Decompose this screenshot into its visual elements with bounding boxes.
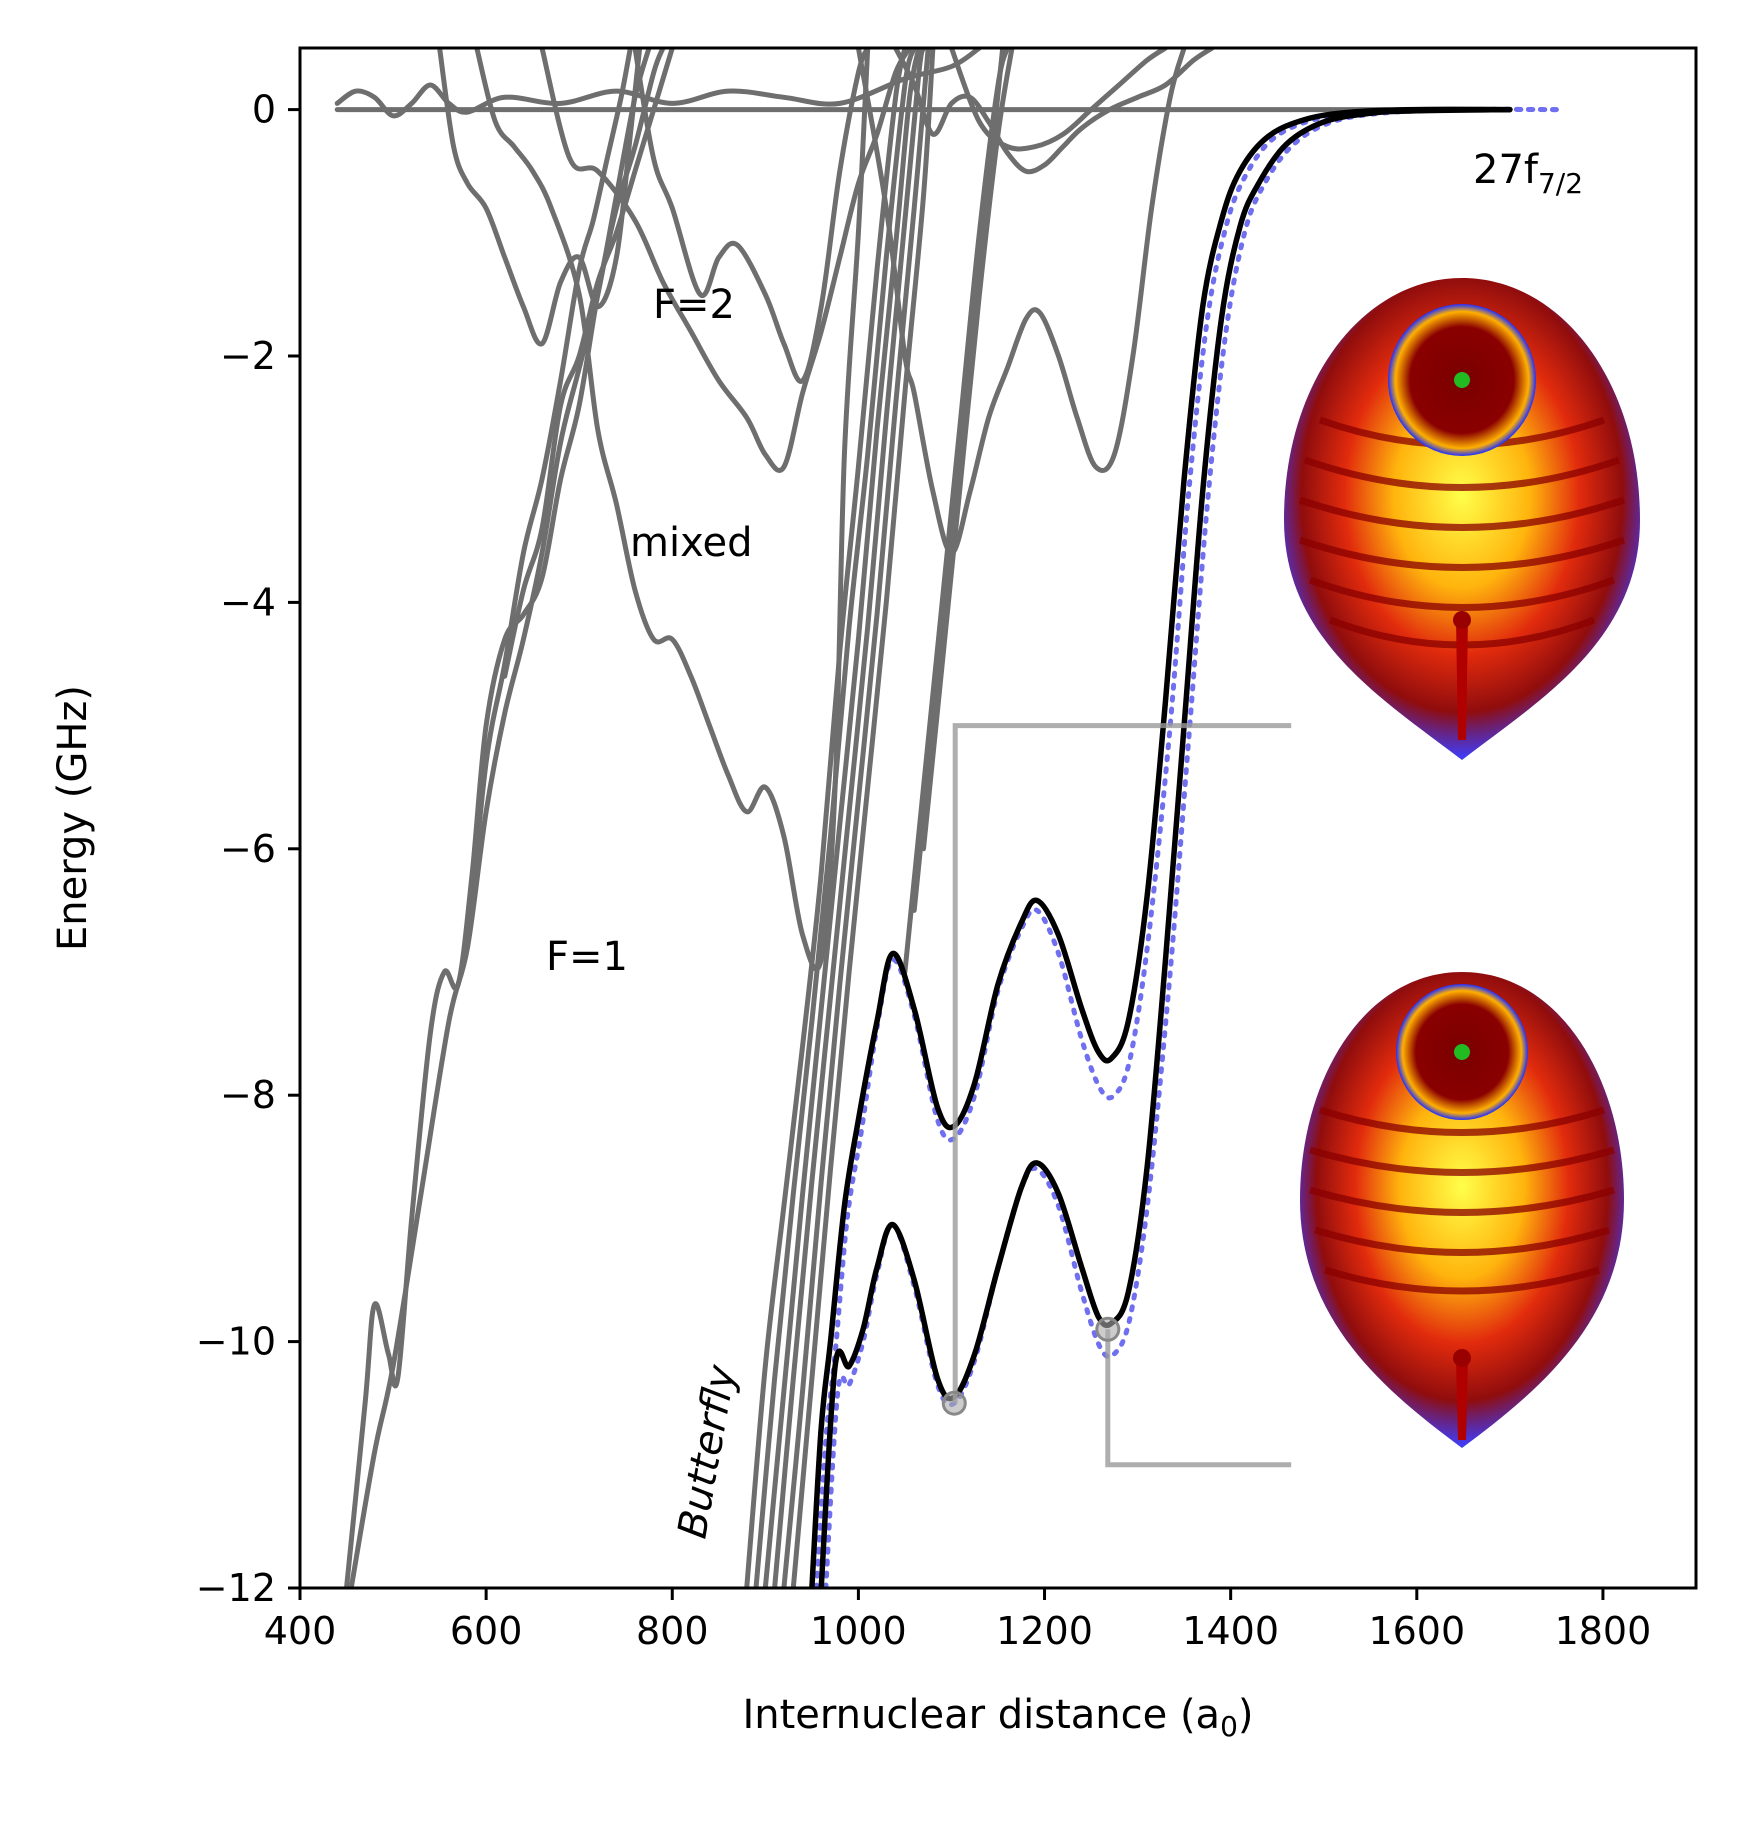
y-tick-label: −6 bbox=[220, 827, 276, 871]
plot-area bbox=[334, 48, 1559, 1588]
series-layer bbox=[334, 48, 1559, 1588]
gray-curve-22 bbox=[790, 48, 936, 1588]
gray-curve-24 bbox=[911, 48, 1006, 913]
x-axis: 400 600 800 1000 1200 1400 1600 1800 bbox=[264, 1588, 1652, 1653]
butterfly-label: Butterfly bbox=[670, 1360, 746, 1541]
x-tick-label: 800 bbox=[636, 1609, 709, 1653]
x-tick-label: 400 bbox=[264, 1609, 337, 1653]
y-tick-label: −12 bbox=[196, 1566, 276, 1610]
axes-frame bbox=[298, 46, 1698, 1590]
gray-curve-11 bbox=[949, 48, 1168, 152]
y-tick-label: −8 bbox=[220, 1073, 276, 1117]
y-axis: 0 −2 −4 −6 −8 −10 −12 bbox=[196, 88, 300, 1610]
bracket-layer bbox=[941, 723, 1292, 1468]
gray-curve-18 bbox=[753, 48, 917, 1588]
x-tick-label: 1400 bbox=[1182, 1609, 1279, 1653]
x-tick-label: 1600 bbox=[1368, 1609, 1465, 1653]
gray-curve-12 bbox=[855, 48, 1187, 556]
y-tick-label: −10 bbox=[196, 1320, 276, 1364]
x-tick-label: 1800 bbox=[1555, 1609, 1652, 1653]
y-axis-title: Energy (GHz) bbox=[50, 685, 96, 951]
black-curve-1 bbox=[809, 106, 1513, 1588]
state-label: 27f7/2 bbox=[1473, 147, 1583, 200]
gray-curve-20 bbox=[772, 48, 926, 1588]
gray-curve-21 bbox=[781, 48, 931, 1588]
wavefunction-image-lower bbox=[1300, 972, 1624, 1448]
minimum-marker-1 bbox=[1095, 1316, 1121, 1342]
x-tick-label: 1200 bbox=[996, 1609, 1093, 1653]
gray-curve-19 bbox=[762, 48, 922, 1588]
f1-label: F=1 bbox=[546, 934, 628, 980]
x-tick-label: 600 bbox=[450, 1609, 523, 1653]
bracket-lower bbox=[1105, 1329, 1292, 1468]
gray-curve-25 bbox=[921, 48, 1015, 852]
gray-curve-10 bbox=[893, 48, 1215, 175]
gray-curve-9 bbox=[632, 48, 871, 384]
y-tick-label: −4 bbox=[220, 580, 276, 624]
gray-curve-17 bbox=[744, 48, 908, 1588]
gray-curve-15 bbox=[465, 48, 633, 950]
y-tick-label: −2 bbox=[220, 334, 276, 378]
f2-label: F=2 bbox=[653, 282, 735, 328]
wavefunction-image-upper bbox=[1284, 278, 1640, 760]
gray-curve-16 bbox=[502, 48, 675, 679]
gray-curve-14 bbox=[348, 48, 652, 1588]
y-tick-label: 0 bbox=[252, 88, 276, 132]
minimum-marker-0 bbox=[941, 1390, 967, 1416]
bracket-upper bbox=[952, 723, 1292, 1404]
mixed-label: mixed bbox=[630, 520, 753, 566]
x-axis-title: Internuclear distance (a0) bbox=[742, 1692, 1253, 1743]
x-tick-label: 1000 bbox=[810, 1609, 907, 1653]
dotted-curve-3 bbox=[814, 106, 1559, 1588]
